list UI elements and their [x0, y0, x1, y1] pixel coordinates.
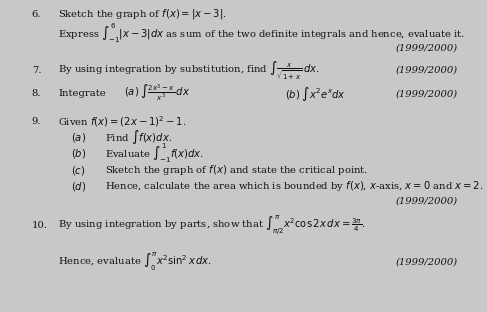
Text: $(c)$: $(c)$ [71, 163, 85, 177]
Text: (1999/2000): (1999/2000) [395, 44, 458, 53]
Text: (1999/2000): (1999/2000) [395, 258, 458, 266]
Text: 9.: 9. [32, 117, 41, 126]
Text: By using integration by parts, show that $\int_{\pi/2}^{\pi} x^2 \cos 2x\,dx = \: By using integration by parts, show that… [58, 213, 366, 237]
Text: (1999/2000): (1999/2000) [395, 89, 458, 98]
Text: Evaluate $\int_{-1}^{1} f(x)dx$.: Evaluate $\int_{-1}^{1} f(x)dx$. [105, 142, 204, 165]
Text: Integrate: Integrate [58, 89, 106, 98]
Text: $(b)\;\int x^2 e^x dx$: $(b)\;\int x^2 e^x dx$ [285, 85, 346, 103]
Text: $(a)$: $(a)$ [71, 131, 86, 144]
Text: 6.: 6. [32, 10, 41, 18]
Text: $(d)$: $(d)$ [71, 180, 86, 193]
Text: By using integration by substitution, find $\int \frac{x}{\sqrt{1+x}}\,dx$.: By using integration by substitution, fi… [58, 59, 320, 81]
Text: $(b)$: $(b)$ [71, 147, 86, 160]
Text: Express $\int_{-1}^{6}|x - 3|dx$ as sum of the two definite integrals and hence,: Express $\int_{-1}^{6}|x - 3|dx$ as sum … [58, 21, 466, 45]
Text: 7.: 7. [32, 66, 41, 75]
Text: Find $\int f(x)dx$.: Find $\int f(x)dx$. [105, 128, 172, 146]
Text: (1999/2000): (1999/2000) [395, 197, 458, 205]
Text: 10.: 10. [32, 221, 48, 230]
Text: $(a)\;\int \frac{2x^3 - x}{x^3}\,dx$: $(a)\;\int \frac{2x^3 - x}{x^3}\,dx$ [124, 83, 190, 104]
Text: Sketch the graph of $f(x)$ and state the critical point.: Sketch the graph of $f(x)$ and state the… [105, 163, 368, 177]
Text: (1999/2000): (1999/2000) [395, 66, 458, 75]
Text: Sketch the graph of $f(x) = |x - 3|$.: Sketch the graph of $f(x) = |x - 3|$. [58, 7, 227, 21]
Text: Hence, evaluate $\int_{0}^{\pi} x^2 \sin^2 x\,dx$.: Hence, evaluate $\int_{0}^{\pi} x^2 \sin… [58, 251, 213, 273]
Text: Hence, calculate the area which is bounded by $f(x)$, $x$-axis, $x = 0$ and $x =: Hence, calculate the area which is bound… [105, 179, 483, 193]
Text: 8.: 8. [32, 89, 41, 98]
Text: Given $f(x) = (2x - 1)^2 - 1$.: Given $f(x) = (2x - 1)^2 - 1$. [58, 114, 187, 129]
